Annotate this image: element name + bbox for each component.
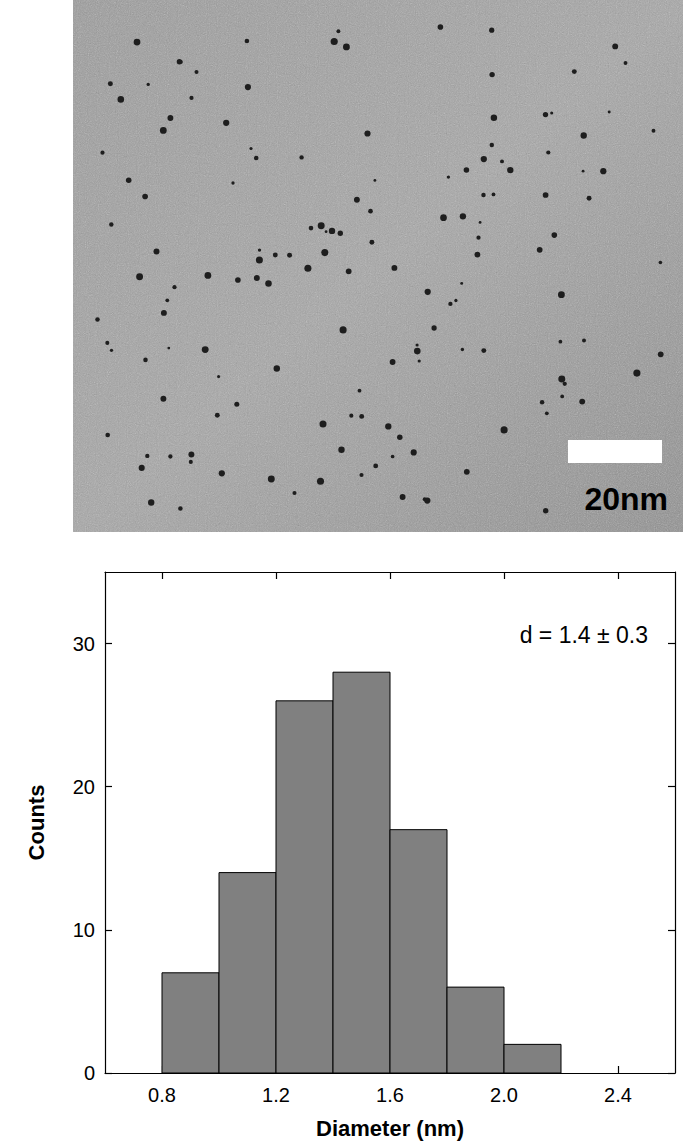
svg-text:Counts: Counts [24, 785, 49, 861]
svg-text:20: 20 [73, 776, 95, 798]
svg-text:2.4: 2.4 [604, 1084, 632, 1106]
svg-text:0: 0 [84, 1062, 95, 1084]
svg-text:20nm: 20nm [584, 481, 668, 517]
svg-text:0.8: 0.8 [148, 1084, 176, 1106]
svg-text:1.2: 1.2 [262, 1084, 290, 1106]
svg-text:30: 30 [73, 633, 95, 655]
svg-text:d = 1.4 ± 0.3: d = 1.4 ± 0.3 [520, 622, 648, 648]
svg-text:2.0: 2.0 [490, 1084, 518, 1106]
svg-text:Diameter (nm): Diameter (nm) [316, 1116, 464, 1141]
svg-text:10: 10 [73, 919, 95, 941]
svg-text:1.6: 1.6 [376, 1084, 404, 1106]
